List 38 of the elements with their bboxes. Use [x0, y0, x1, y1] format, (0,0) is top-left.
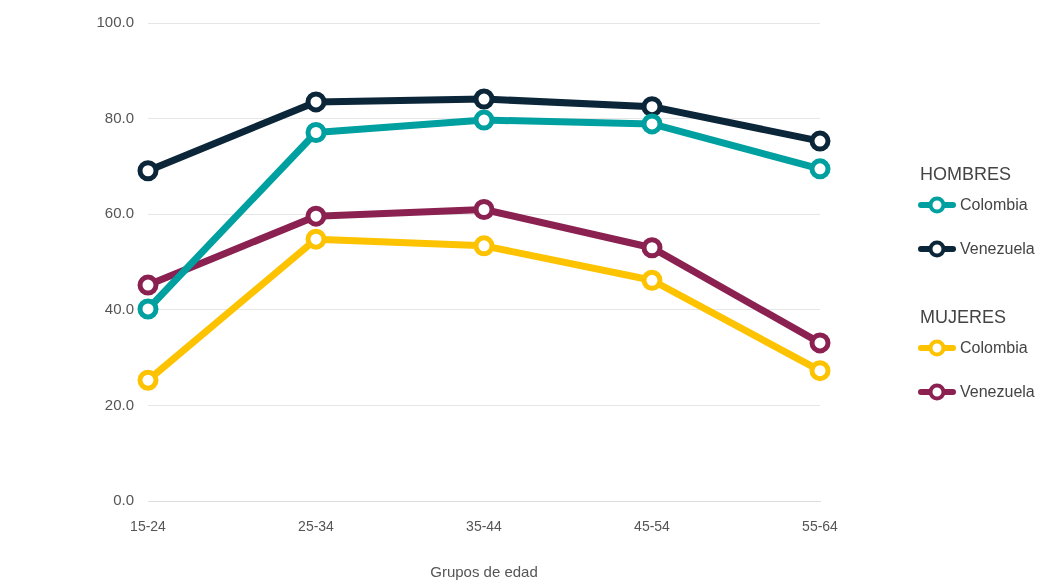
point	[641, 237, 663, 259]
legend-label: Venezuela	[960, 240, 1035, 258]
y-tick-label: 60.0	[104, 204, 134, 222]
point	[641, 96, 663, 118]
legend-label: Venezuela	[960, 383, 1035, 401]
point	[809, 130, 831, 152]
y-tick-label: 0.0	[113, 491, 134, 509]
point	[473, 199, 495, 220]
point	[137, 160, 159, 182]
point	[305, 91, 327, 113]
point	[641, 113, 663, 135]
point	[473, 88, 495, 110]
legend-label: Colombia	[960, 339, 1028, 357]
y-tick-label: 100.0	[96, 13, 134, 31]
y-tick-label: 40.0	[104, 300, 134, 318]
text: MUJERES	[920, 307, 1007, 328]
point	[809, 332, 831, 354]
y-tick-label: 20.0	[104, 395, 134, 413]
point	[305, 205, 327, 227]
point	[305, 122, 327, 144]
text: HOMBRES	[920, 164, 1012, 185]
x-axis-title: Grupos de edad	[430, 563, 538, 581]
point	[809, 360, 831, 382]
y-tick-label: 80.0	[104, 108, 134, 126]
point	[641, 269, 663, 291]
x-tick-label: 55-64	[802, 518, 839, 535]
x-tick-label: 45-54	[634, 518, 671, 535]
legend-label: Colombia	[960, 196, 1028, 214]
point	[305, 228, 327, 250]
point	[137, 274, 159, 296]
x-tick-label: 15-24	[130, 518, 167, 535]
point	[137, 369, 159, 391]
point	[473, 109, 495, 131]
point	[809, 158, 831, 180]
x-tick-label: 35-44	[466, 518, 503, 535]
point	[473, 235, 495, 257]
point	[137, 298, 159, 320]
x-tick-label: 25-34	[298, 518, 335, 535]
